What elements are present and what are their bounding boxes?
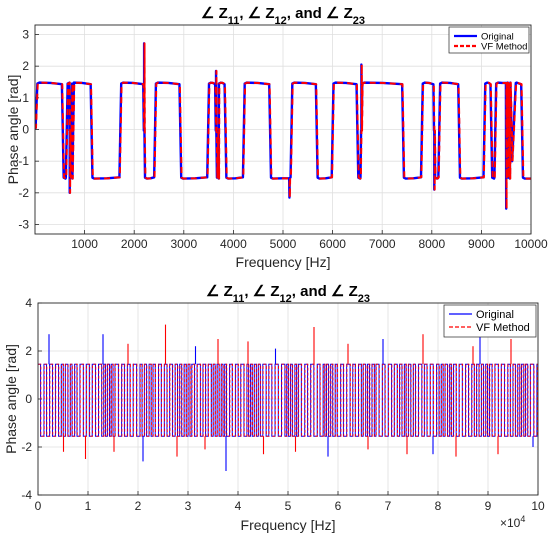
bottom-xtick-label: 2 [135, 499, 142, 513]
bottom-xtick-label: 6 [335, 499, 342, 513]
top-xtick-label: 10000 [514, 237, 548, 251]
top-title-part: ∠ Z [248, 5, 275, 22]
top-xtick-label: 4000 [220, 237, 247, 251]
top-legend-label: VF Method [481, 41, 527, 52]
bottom-legend-box [443, 304, 537, 338]
top-ytick-label: 3 [22, 28, 29, 42]
bottom-xtick-label: 0 [35, 499, 42, 513]
bottom-legend-label: VF Method [476, 322, 530, 334]
bottom-xtick-label: 8 [435, 499, 442, 513]
bottom-series-vf [38, 363, 538, 437]
top-series-vf [35, 42, 531, 210]
bottom-title-subscript: 23 [358, 293, 370, 305]
top-legend-label: Original [481, 31, 514, 42]
bottom-ytick-label: 4 [25, 296, 32, 310]
top-title-subscript: 23 [353, 15, 365, 27]
bottom-data [38, 324, 538, 471]
top-title-separator: , and [287, 5, 326, 22]
top-ytick-label: -3 [18, 218, 29, 232]
bottom-legend-label: Original [476, 309, 514, 321]
top-xtick-label: 6000 [319, 237, 346, 251]
top-xtick-label: 9000 [468, 237, 495, 251]
bottom-xtick-label: 5 [285, 499, 292, 513]
bottom-ytick-label: 0 [25, 392, 32, 406]
top-legend-box [448, 26, 530, 54]
top-xtick-label: 3000 [170, 237, 197, 251]
bottom-title-part: ∠ Z [206, 283, 233, 300]
top-xlabel: Frequency [Hz] [236, 254, 331, 270]
bottom-ytick-label: -2 [21, 440, 32, 454]
bottom-title-separator: , and [292, 283, 331, 300]
bottom-xtick-label: 9 [485, 499, 492, 513]
top-title-part: ∠ Z [326, 5, 353, 22]
bottom-title-subscript: 11 [233, 293, 245, 305]
top-ytick-label: -1 [18, 154, 29, 168]
bottom-ylabel: Phase angle [rad] [3, 344, 19, 454]
bottom-title-subscript: 12 [280, 293, 292, 305]
bottom-xtick-label: 1 [85, 499, 92, 513]
top-ytick-label: -2 [18, 186, 29, 200]
top-title-separator: , [239, 5, 247, 22]
bottom-xtick-label: 4 [235, 499, 242, 513]
top-title-part: ∠ Z [201, 5, 228, 22]
bottom-x-multiplier-base: ×10 [500, 516, 521, 530]
top-xtick-label: 7000 [369, 237, 396, 251]
bottom-axes-frame [37, 302, 539, 496]
top-xtick-label: 2000 [121, 237, 148, 251]
top-ytick-label: 2 [22, 59, 29, 73]
top-xtick-label: 8000 [418, 237, 445, 251]
top-data [35, 42, 531, 210]
bottom-ytick-label: 2 [25, 344, 32, 358]
bottom-title: ∠ Z11, ∠ Z12, and ∠ Z23 [206, 283, 370, 305]
top-xtick-label: 1000 [71, 237, 98, 251]
top-grid [35, 25, 532, 234]
top-title-subscript: 12 [275, 15, 287, 27]
bottom-x-multiplier: ×104 [500, 514, 525, 530]
bottom-xtick-label: 3 [185, 499, 192, 513]
bottom-ytick-label: -4 [21, 488, 32, 502]
top-title-subscript: 11 [228, 15, 240, 27]
bottom-xtick-label: 10 [531, 499, 545, 513]
bottom-title-separator: , [244, 283, 252, 300]
bottom-title-part: ∠ Z [253, 283, 280, 300]
top-ytick-label: 0 [22, 123, 29, 137]
bottom-title-part: ∠ Z [331, 283, 358, 300]
top-xtick-label: 5000 [270, 237, 297, 251]
top-axes-frame [34, 24, 532, 235]
bottom-xtick-label: 7 [385, 499, 392, 513]
bottom-x-multiplier-exponent: 4 [520, 514, 525, 524]
top-ylabel: Phase angle [rad] [5, 75, 21, 185]
top-title: ∠ Z11, ∠ Z12, and ∠ Z23 [201, 5, 365, 27]
top-ytick-label: 1 [22, 91, 29, 105]
bottom-xlabel: Frequency [Hz] [241, 517, 336, 533]
